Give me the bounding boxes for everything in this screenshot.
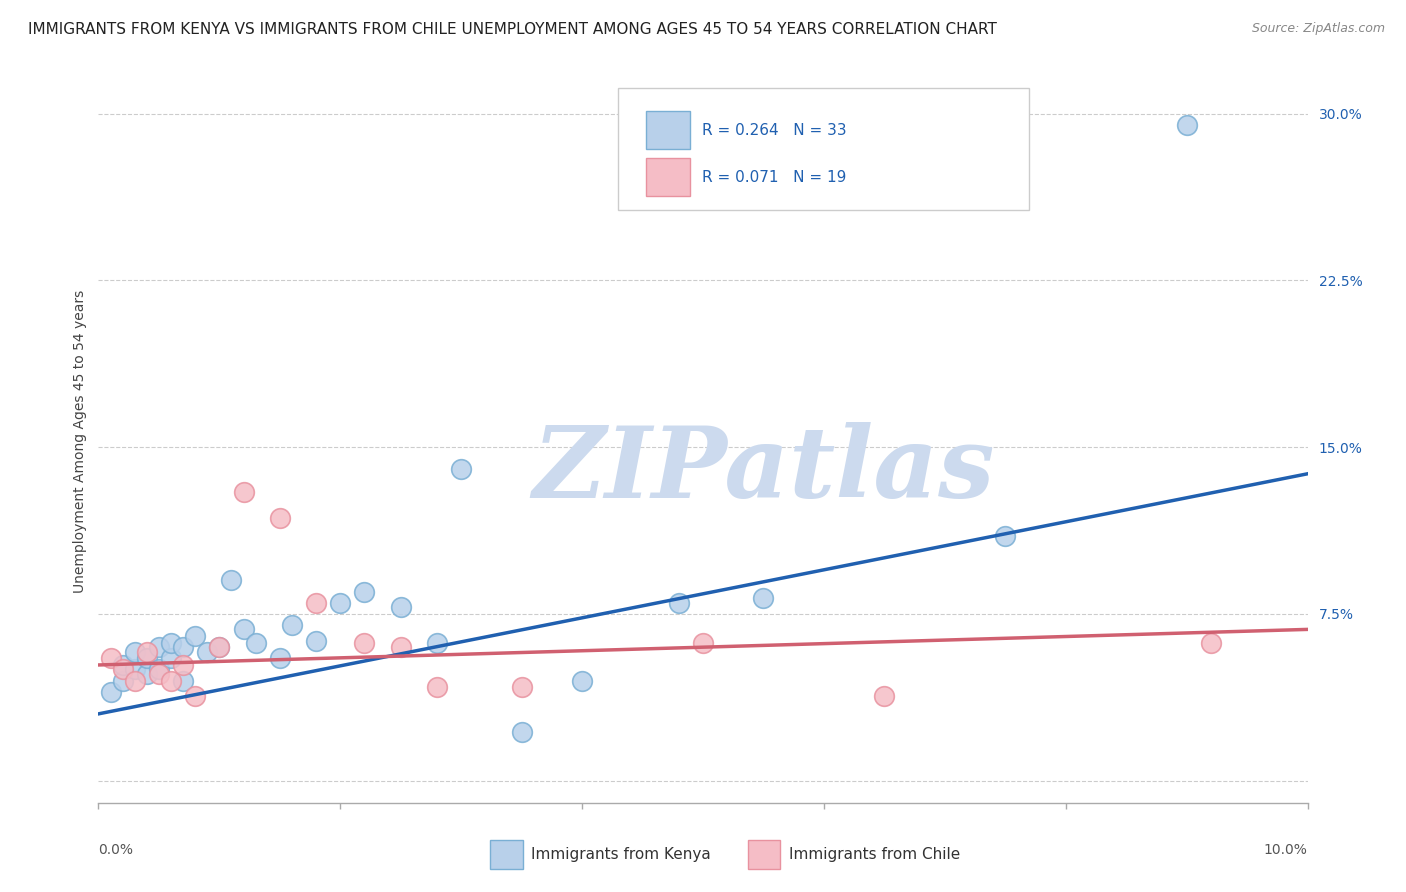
Text: R = 0.264   N = 33: R = 0.264 N = 33	[702, 122, 846, 137]
Point	[100, 684, 122, 698]
Point	[245, 636, 267, 650]
Point	[124, 673, 146, 688]
Point	[668, 596, 690, 610]
Point	[571, 673, 593, 688]
Point	[160, 673, 183, 688]
Point	[184, 629, 207, 643]
Point	[389, 640, 412, 655]
Point	[1175, 118, 1198, 132]
Point	[305, 596, 328, 610]
Point	[111, 662, 134, 676]
Point	[148, 666, 170, 681]
Point	[172, 640, 194, 655]
Point	[100, 651, 122, 665]
Text: R = 0.071   N = 19: R = 0.071 N = 19	[702, 169, 846, 185]
Text: IMMIGRANTS FROM KENYA VS IMMIGRANTS FROM CHILE UNEMPLOYMENT AMONG AGES 45 TO 54 : IMMIGRANTS FROM KENYA VS IMMIGRANTS FROM…	[28, 22, 997, 37]
Point	[269, 651, 291, 665]
Point	[450, 462, 472, 476]
Point	[510, 724, 533, 739]
Point	[135, 651, 157, 665]
Point	[692, 636, 714, 650]
Text: 10.0%: 10.0%	[1264, 843, 1308, 856]
Text: 0.0%: 0.0%	[98, 843, 134, 856]
FancyBboxPatch shape	[619, 87, 1029, 211]
Point	[873, 689, 896, 703]
Point	[111, 673, 134, 688]
Point	[111, 657, 134, 672]
Text: Source: ZipAtlas.com: Source: ZipAtlas.com	[1251, 22, 1385, 36]
Point	[426, 636, 449, 650]
Point	[172, 673, 194, 688]
Point	[1199, 636, 1222, 650]
Point	[135, 666, 157, 681]
Point	[353, 636, 375, 650]
Point	[208, 640, 231, 655]
Point	[148, 640, 170, 655]
FancyBboxPatch shape	[647, 158, 690, 196]
Point	[510, 680, 533, 694]
FancyBboxPatch shape	[748, 839, 780, 869]
Point	[389, 600, 412, 615]
Point	[329, 596, 352, 610]
Point	[135, 645, 157, 659]
Point	[124, 645, 146, 659]
Y-axis label: Unemployment Among Ages 45 to 54 years: Unemployment Among Ages 45 to 54 years	[73, 290, 87, 593]
Text: Immigrants from Kenya: Immigrants from Kenya	[531, 847, 711, 862]
Point	[124, 662, 146, 676]
Point	[208, 640, 231, 655]
Point	[752, 591, 775, 606]
Point	[221, 574, 243, 588]
Point	[305, 633, 328, 648]
Point	[232, 623, 254, 637]
Point	[160, 651, 183, 665]
Point	[172, 657, 194, 672]
Point	[160, 636, 183, 650]
Text: Immigrants from Chile: Immigrants from Chile	[789, 847, 960, 862]
Point	[184, 689, 207, 703]
Point	[195, 645, 218, 659]
Point	[269, 511, 291, 525]
FancyBboxPatch shape	[647, 112, 690, 149]
Point	[232, 484, 254, 499]
Point	[281, 618, 304, 632]
Point	[426, 680, 449, 694]
Text: ZIPatlas: ZIPatlas	[533, 422, 994, 518]
Point	[148, 662, 170, 676]
Point	[353, 584, 375, 599]
Point	[994, 529, 1017, 543]
FancyBboxPatch shape	[491, 839, 523, 869]
